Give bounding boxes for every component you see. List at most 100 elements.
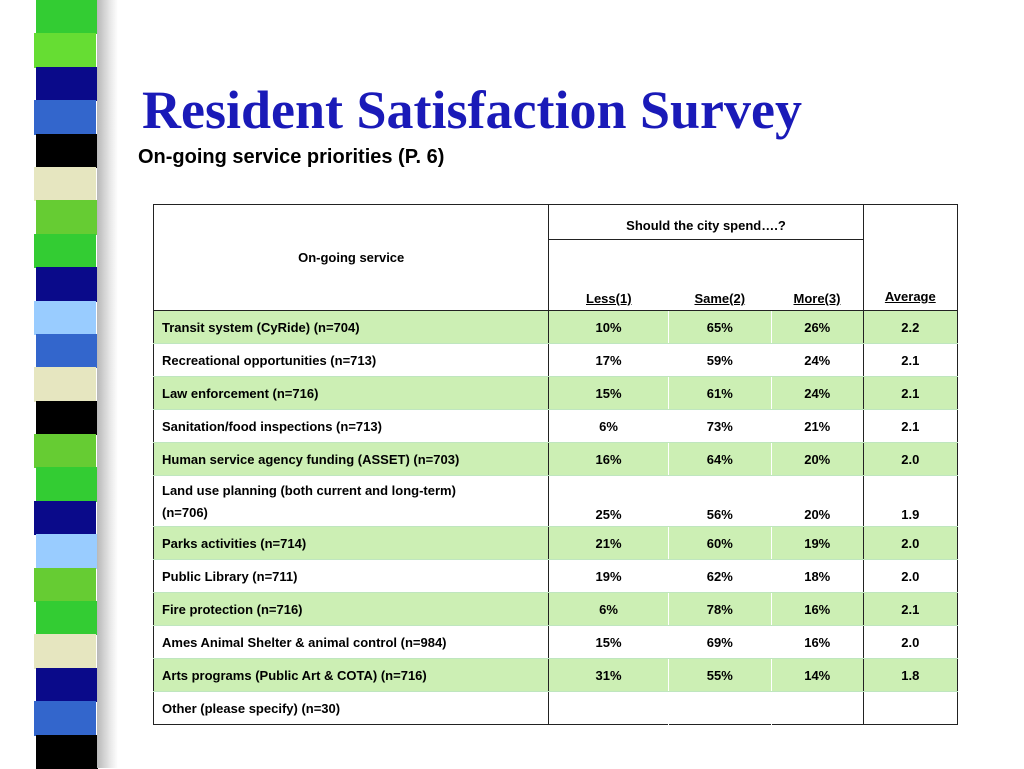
more-value: 18%: [770, 559, 864, 593]
more-value: 16%: [770, 625, 864, 659]
less-value: 19%: [548, 559, 669, 593]
service-name: Arts programs (Public Art & COTA) (n=716…: [153, 658, 550, 692]
stripe-segment: [34, 166, 96, 202]
stripe-segment: [36, 667, 98, 703]
service-name: Human service agency funding (ASSET) (n=…: [153, 442, 550, 476]
table-row: Public Library (n=711) 19% 62% 18% 2.0: [153, 559, 958, 593]
slide-subtitle: On-going service priorities (P. 6): [138, 146, 445, 168]
service-name: Ames Animal Shelter & animal control (n=…: [153, 625, 550, 659]
service-column-header: On-going service: [153, 204, 550, 311]
less-value: 15%: [548, 625, 669, 659]
table-row: Other (please specify) (n=30): [153, 691, 958, 725]
same-column-header: Same(2): [668, 239, 772, 311]
average-value: 2.1: [862, 409, 958, 443]
stripe-segment: [36, 534, 98, 569]
stripe-segment: [34, 233, 96, 269]
average-value: 2.0: [862, 625, 958, 659]
service-name: Fire protection (n=716): [153, 592, 550, 626]
less-value: 16%: [548, 442, 669, 476]
stripe-segment: [36, 601, 98, 636]
average-value: 2.1: [862, 592, 958, 626]
stripe-segment: [34, 500, 96, 536]
table-row: Fire protection (n=716) 6% 78% 16% 2.1: [153, 592, 958, 626]
same-value: 60%: [667, 526, 772, 560]
more-value: 14%: [770, 658, 864, 692]
more-value: 20%: [770, 442, 864, 476]
average-value: [862, 691, 958, 725]
average-value: 1.8: [862, 658, 958, 692]
less-value: [549, 692, 668, 725]
table-row: Land use planning (both current and long…: [153, 475, 958, 527]
less-value: 31%: [548, 658, 669, 692]
service-name: Sanitation/food inspections (n=713): [153, 409, 550, 443]
more-value: 24%: [770, 343, 864, 377]
average-value: 2.0: [862, 442, 958, 476]
less-value: 21%: [548, 526, 669, 560]
average-value: 2.0: [862, 526, 958, 560]
stripe-segment: [36, 200, 98, 235]
more-value: 19%: [770, 526, 864, 560]
stripe-segment: [36, 66, 98, 102]
table-row: Human service agency funding (ASSET) (n=…: [153, 442, 958, 476]
same-value: 56%: [667, 475, 772, 527]
more-value: 26%: [770, 310, 864, 344]
same-value: 64%: [667, 442, 772, 476]
same-value: 55%: [667, 658, 772, 692]
less-value: 17%: [548, 343, 669, 377]
stripe-segment: [34, 300, 96, 335]
service-name: Public Library (n=711): [153, 559, 550, 593]
stripe-segment: [34, 701, 96, 736]
service-name-line2: (n=706): [162, 505, 208, 520]
stripe-segment: [34, 367, 96, 402]
service-name: Parks activities (n=714): [153, 526, 550, 560]
less-value: 6%: [548, 409, 669, 443]
same-value: 73%: [667, 409, 772, 443]
same-value: 61%: [667, 376, 772, 410]
less-value: 15%: [548, 376, 669, 410]
more-value: 21%: [770, 409, 864, 443]
table-row: Parks activities (n=714) 21% 60% 19% 2.0: [153, 526, 958, 560]
less-value: 6%: [548, 592, 669, 626]
average-value: 1.9: [862, 475, 958, 527]
same-value: 62%: [667, 559, 772, 593]
stripe-segment: [36, 333, 98, 369]
table-row: Transit system (CyRide) (n=704) 10% 65% 26%…: [153, 310, 958, 344]
more-value: 20%: [770, 475, 864, 527]
service-name-line1: Land use planning (both current and long…: [162, 483, 456, 498]
stripe-segment: [34, 434, 96, 469]
table-row: Recreational opportunities (n=713) 17% 59%…: [153, 343, 958, 377]
stripe-segment: [36, 0, 98, 35]
average-value: 2.0: [862, 559, 958, 593]
table-row: Arts programs (Public Art & COTA) (n=716…: [153, 658, 958, 692]
stripe-segment: [34, 634, 96, 669]
same-value: [667, 691, 772, 725]
service-name: Land use planning (both current and long…: [153, 475, 550, 527]
more-column-header: More(3): [771, 239, 864, 311]
less-value: 25%: [548, 475, 669, 527]
stripe-segment: [34, 100, 96, 135]
average-value: 2.1: [862, 343, 958, 377]
table-row: Ames Animal Shelter & animal control (n=…: [153, 625, 958, 659]
stripe-segment: [36, 400, 98, 436]
service-name: Transit system (CyRide) (n=704): [153, 310, 550, 344]
stripe-segment: [36, 467, 98, 502]
average-value: 2.1: [862, 376, 958, 410]
average-value: 2.2: [862, 310, 958, 344]
more-value: 16%: [770, 592, 864, 626]
service-name: Other (please specify) (n=30): [153, 691, 550, 725]
average-label: Average: [884, 289, 936, 304]
more-value: 24%: [770, 376, 864, 410]
table-row: Law enforcement (n=716) 15% 61% 24% 2.1: [153, 376, 958, 410]
same-value: 69%: [667, 625, 772, 659]
less-column-header: Less(1): [548, 239, 669, 311]
less-value: 10%: [548, 310, 669, 344]
survey-table: On-going service Should the city spend….…: [153, 204, 958, 725]
service-name: Recreational opportunities (n=713): [153, 343, 550, 377]
more-value: [770, 691, 864, 725]
spend-header: Should the city spend….?: [548, 204, 864, 240]
average-column-header: Average: [862, 204, 958, 311]
same-value: 78%: [667, 592, 772, 626]
slide-title: Resident Satisfaction Survey: [142, 80, 802, 140]
table-row: Sanitation/food inspections (n=713) 6% 73%…: [153, 409, 958, 443]
stripe-shadow: [97, 0, 118, 768]
